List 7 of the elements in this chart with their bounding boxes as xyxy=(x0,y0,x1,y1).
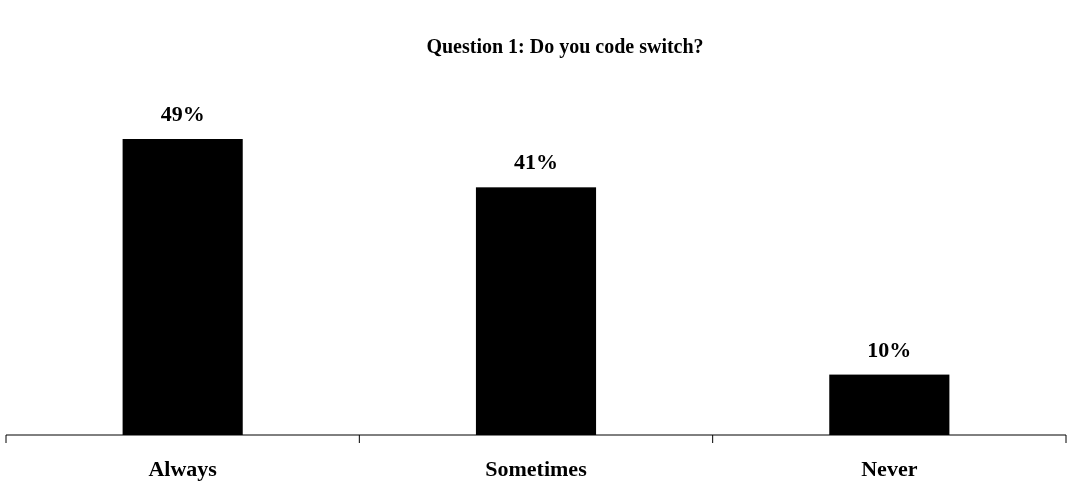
data-label: 41% xyxy=(514,149,558,175)
x-tick-label: Always xyxy=(148,456,218,481)
data-label: 49% xyxy=(160,101,205,126)
data-label: 10% xyxy=(867,336,912,362)
x-tick-label: Never xyxy=(861,456,918,481)
chart-title: Question 1: Do you code switch? xyxy=(426,35,704,58)
x-tick-label: Sometimes xyxy=(485,456,588,481)
